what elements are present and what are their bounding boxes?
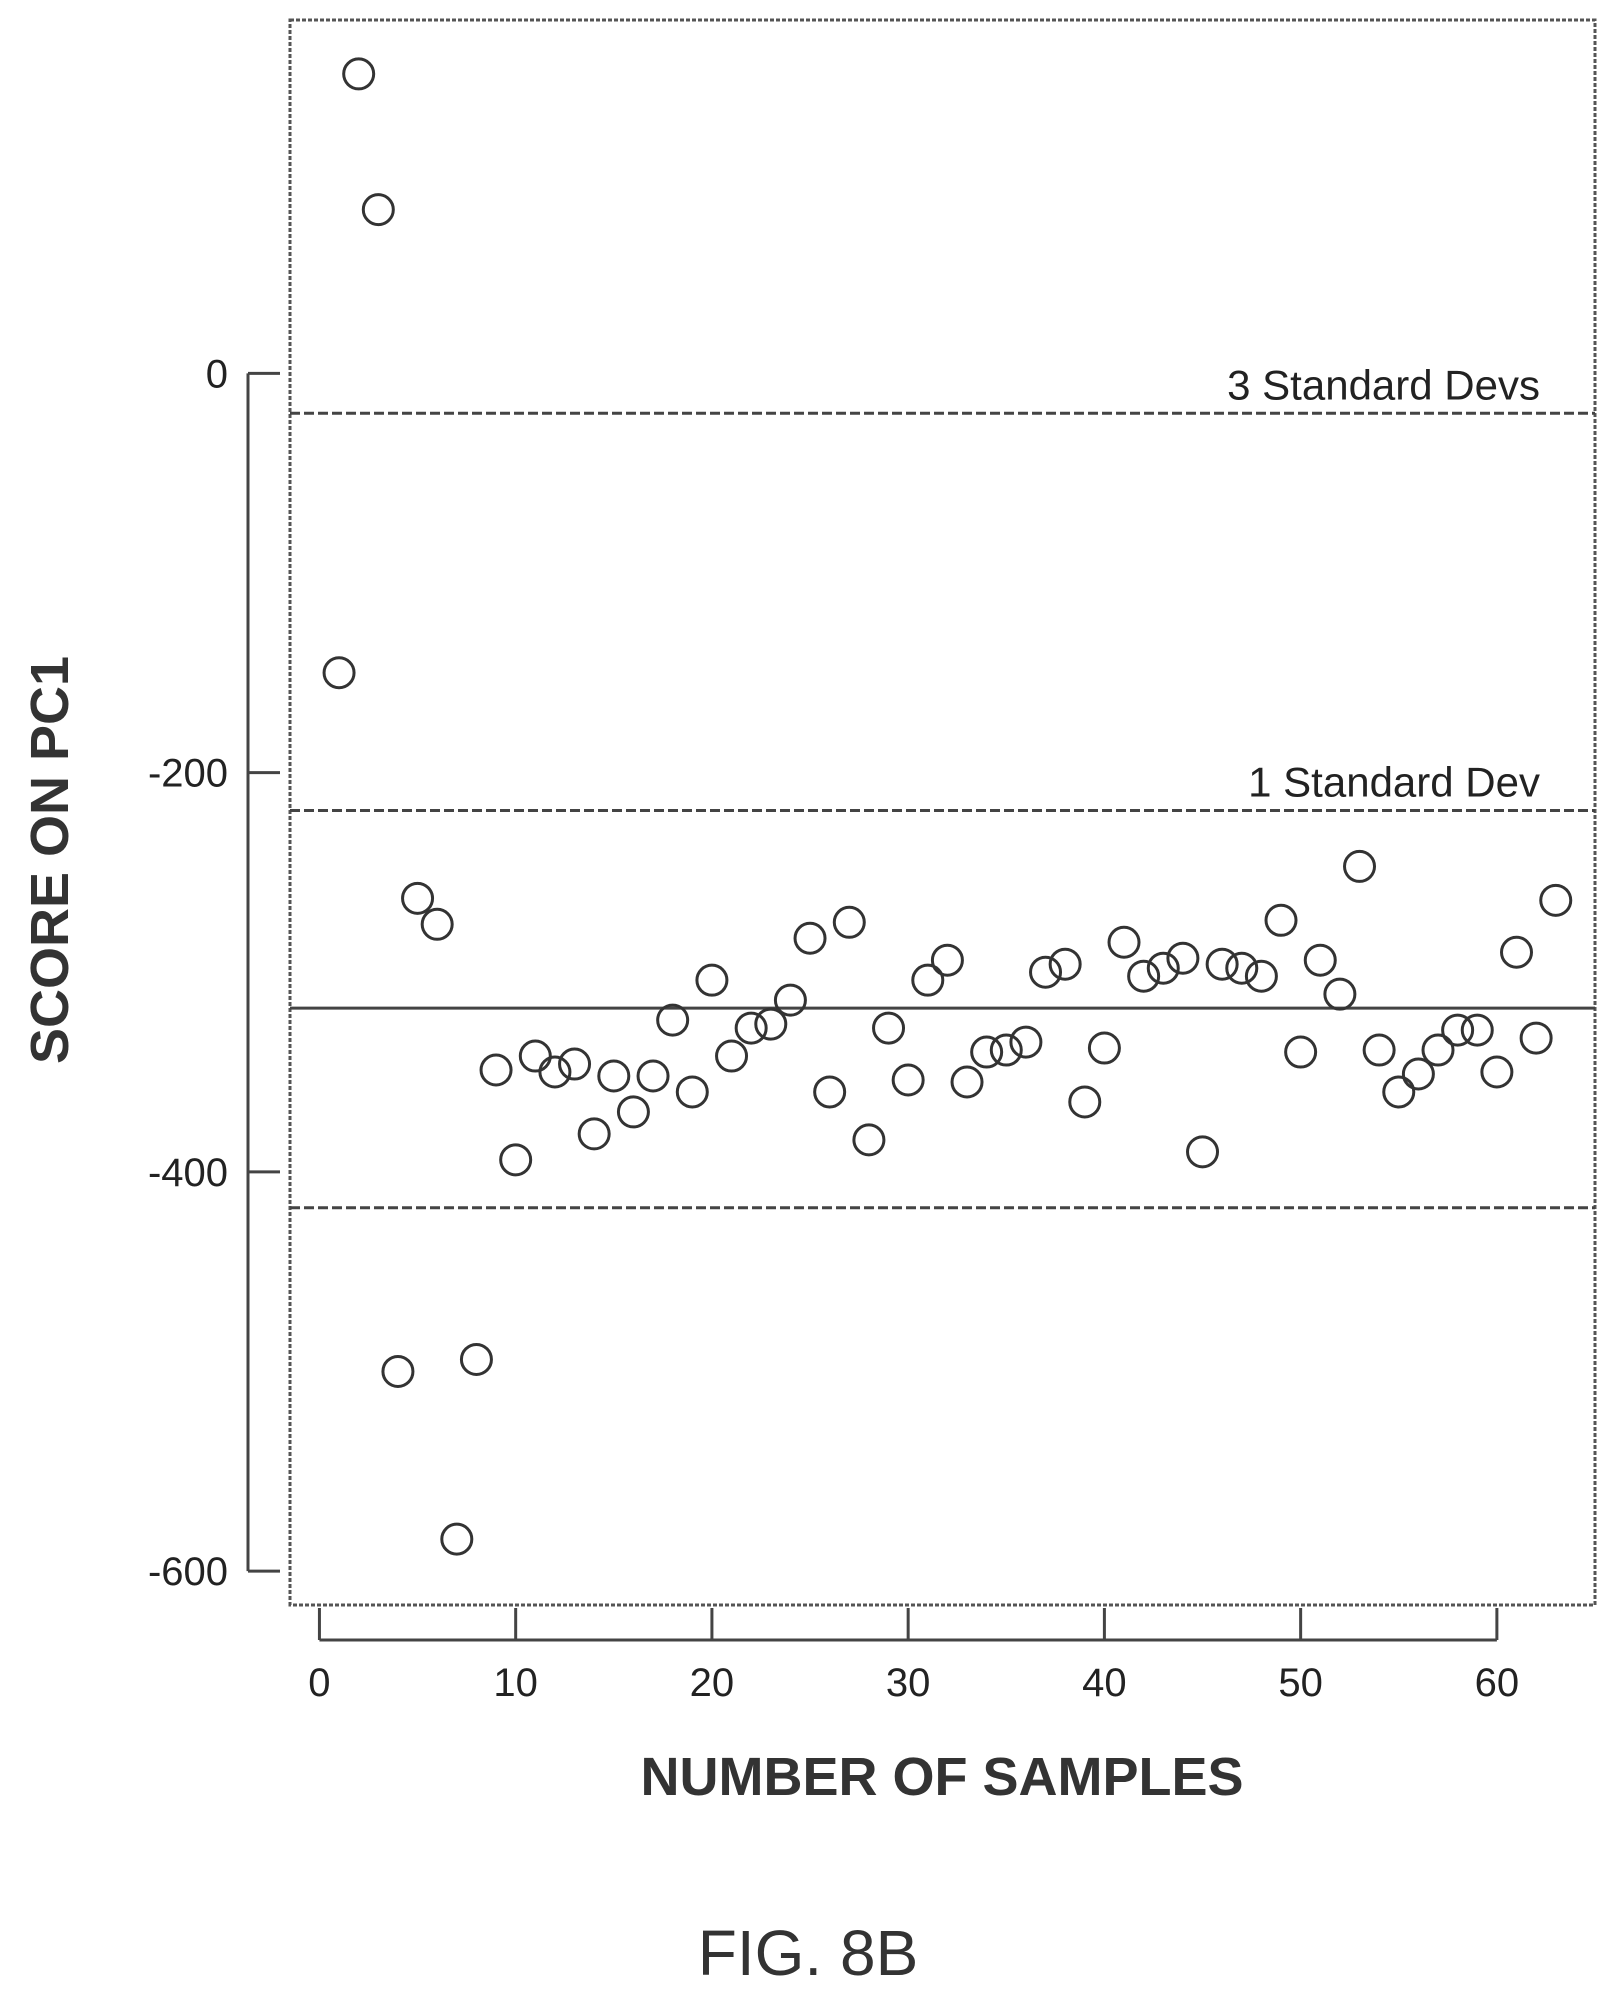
x-axis-title: NUMBER OF SAMPLES xyxy=(640,1747,1243,1807)
data-point xyxy=(911,963,945,997)
data-point xyxy=(1009,1025,1043,1059)
data-point xyxy=(1441,1013,1475,1047)
data-point xyxy=(1029,955,1063,989)
x-tick-label: 0 xyxy=(308,1661,330,1705)
data-point xyxy=(597,1059,631,1093)
data-point xyxy=(1500,935,1534,969)
data-point xyxy=(1362,1033,1396,1067)
data-point xyxy=(1323,977,1357,1011)
data-point xyxy=(970,1035,1004,1069)
x-tick-label: 40 xyxy=(1082,1661,1127,1705)
data-point xyxy=(1284,1035,1318,1069)
data-point xyxy=(459,1342,493,1376)
data-point xyxy=(1519,1021,1553,1055)
data-point xyxy=(1166,941,1200,975)
data-point xyxy=(773,983,807,1017)
data-point xyxy=(1087,1031,1121,1065)
data-point xyxy=(361,193,395,227)
data-point xyxy=(656,1003,690,1037)
data-point xyxy=(1048,947,1082,981)
data-point xyxy=(1264,903,1298,937)
data-point xyxy=(1205,947,1239,981)
data-point xyxy=(381,1354,415,1388)
y-axis-title: SCORE ON PC1 xyxy=(20,656,80,1064)
data-point xyxy=(872,1011,906,1045)
data-point xyxy=(636,1059,670,1093)
data-point xyxy=(1146,951,1180,985)
data-point xyxy=(518,1039,552,1073)
data-point xyxy=(1127,959,1161,993)
data-points xyxy=(322,57,1573,1556)
data-point xyxy=(675,1075,709,1109)
data-point xyxy=(1244,959,1278,993)
data-point xyxy=(1225,951,1259,985)
x-tick-label: 60 xyxy=(1475,1661,1520,1705)
data-point xyxy=(793,921,827,955)
data-point xyxy=(1303,943,1337,977)
data-point xyxy=(322,656,356,690)
reference-line-label: 1 Standard Dev xyxy=(1248,759,1540,806)
x-axis: 0 10 20 30 40 50 60 xyxy=(308,1608,1519,1705)
data-point xyxy=(852,1123,886,1157)
data-point xyxy=(577,1117,611,1151)
data-point xyxy=(538,1055,572,1089)
data-point xyxy=(734,1011,768,1045)
reference-labels: 3 Standard Devs 1 Standard Dev xyxy=(1227,361,1540,805)
y-tick-label: -600 xyxy=(148,1550,228,1594)
data-point xyxy=(558,1047,592,1081)
data-point xyxy=(479,1053,513,1087)
data-point xyxy=(1382,1075,1416,1109)
data-point xyxy=(1421,1033,1455,1067)
data-point xyxy=(989,1033,1023,1067)
plot-frame xyxy=(288,18,1597,1607)
y-tick-label: -400 xyxy=(148,1151,228,1195)
data-point xyxy=(1480,1055,1514,1089)
data-point xyxy=(715,1039,749,1073)
data-point xyxy=(754,1007,788,1041)
data-point xyxy=(930,943,964,977)
data-point xyxy=(499,1143,533,1177)
figure-caption: FIG. 8B xyxy=(698,1917,919,1989)
data-point xyxy=(616,1095,650,1129)
data-point xyxy=(1107,925,1141,959)
reference-line-label: 3 Standard Devs xyxy=(1227,361,1540,408)
data-point xyxy=(420,907,454,941)
reference-lines xyxy=(290,411,1595,1210)
data-point xyxy=(813,1075,847,1109)
x-tick-label: 20 xyxy=(690,1661,735,1705)
data-point xyxy=(401,881,435,915)
data-point xyxy=(695,963,729,997)
x-tick-label: 50 xyxy=(1278,1661,1323,1705)
data-point xyxy=(950,1065,984,1099)
y-tick-label: -200 xyxy=(148,752,228,796)
data-point xyxy=(1068,1085,1102,1119)
x-tick-label: 30 xyxy=(886,1661,931,1705)
data-point xyxy=(1186,1135,1220,1169)
y-tick-label: 0 xyxy=(206,352,228,396)
data-point xyxy=(1401,1057,1435,1091)
data-point xyxy=(1460,1013,1494,1047)
data-point xyxy=(832,905,866,939)
y-axis: 0 -200 -400 -600 xyxy=(148,352,280,1594)
data-point xyxy=(891,1063,925,1097)
data-point xyxy=(1343,849,1377,883)
data-point xyxy=(1539,883,1573,917)
data-point xyxy=(342,57,376,91)
x-tick-label: 10 xyxy=(493,1661,538,1705)
data-point xyxy=(440,1522,474,1556)
